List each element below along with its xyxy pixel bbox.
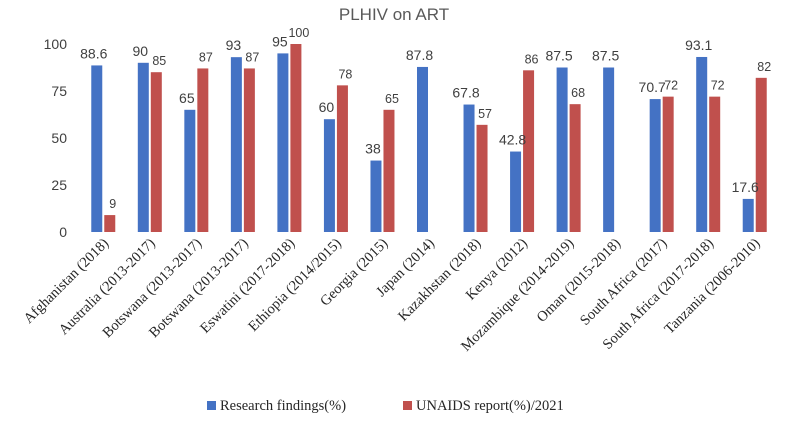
bar-unaids-report (336, 85, 348, 232)
legend-label-unaids: UNAIDS report(%)/2021 (416, 398, 564, 414)
x-tick-label: South Africa (2017) (577, 235, 670, 328)
data-label-research: 17.6 (732, 179, 759, 195)
data-label-unaids: 9 (109, 197, 116, 211)
data-label-unaids: 86 (525, 52, 539, 66)
bar-research-findings (696, 56, 708, 232)
bar-unaids-report (569, 104, 581, 232)
data-label-unaids: 57 (478, 107, 492, 121)
bar-research-findings (556, 67, 568, 232)
bar-research-findings (742, 198, 754, 232)
data-labels: 88.69908565879387951006078386587.867.857… (80, 26, 771, 211)
legend: Research findings(%) UNAIDS report(%)/202… (207, 398, 564, 414)
bar-unaids-report (662, 96, 674, 232)
data-label-research: 65 (179, 90, 195, 106)
y-tick-label: 100 (44, 36, 68, 52)
bar-research-findings (137, 62, 149, 232)
bar-research-findings (603, 67, 615, 232)
data-label-research: 88.6 (80, 45, 107, 61)
bar-unaids-report (383, 109, 395, 232)
bar-unaids-report (197, 68, 209, 232)
data-label-unaids: 68 (571, 86, 585, 100)
bar-research-findings (649, 99, 661, 232)
bar-research-findings (370, 160, 382, 232)
data-label-research: 90 (133, 43, 149, 59)
bar-unaids-report (709, 96, 721, 232)
bar-unaids-report (476, 124, 488, 232)
data-label-research: 38 (365, 141, 381, 157)
bar-research-findings (323, 119, 335, 232)
chart-title: PLHIV on ART (339, 5, 449, 24)
data-label-research: 67.8 (452, 85, 479, 101)
data-label-unaids: 72 (711, 79, 725, 93)
y-axis: 0 25 50 75 100 (44, 36, 68, 240)
data-label-unaids: 87 (199, 50, 213, 64)
bar-research-findings (417, 66, 428, 232)
bar-unaids-report (290, 44, 302, 232)
data-label-unaids: 85 (152, 54, 166, 68)
data-label-research: 93 (226, 37, 242, 53)
x-axis: Afghanistan (2018)Australia (2013-2017)B… (21, 235, 764, 354)
legend-swatch-unaids (403, 401, 412, 410)
data-label-unaids: 78 (338, 67, 352, 81)
y-tick-label: 25 (51, 177, 67, 193)
bar-research-findings (230, 57, 242, 232)
bars (91, 44, 767, 233)
x-tick-label: Oman (2015-2018) (534, 235, 624, 325)
bar-research-findings (91, 65, 103, 233)
data-label-research: 87.5 (592, 48, 619, 64)
data-label-research: 87.8 (406, 47, 433, 63)
data-label-research: 42.8 (499, 132, 526, 148)
legend-label-research: Research findings(%) (220, 398, 346, 414)
data-label-research: 60 (319, 99, 335, 115)
bar-unaids-report (755, 77, 767, 232)
data-label-unaids: 87 (245, 50, 259, 64)
y-tick-label: 0 (59, 224, 67, 240)
y-tick-label: 75 (51, 83, 67, 99)
data-label-research: 95 (272, 33, 288, 49)
bar-research-findings (277, 53, 289, 233)
y-tick-label: 50 (51, 130, 67, 146)
data-label-unaids: 100 (288, 26, 309, 40)
bar-research-findings (510, 151, 522, 232)
x-tick-label: Afghanistan (2018) (21, 235, 112, 326)
bar-unaids-report (523, 70, 535, 232)
bar-unaids-report (243, 68, 255, 232)
data-label-research: 70.7 (639, 79, 666, 95)
bar-unaids-report (150, 72, 162, 232)
legend-swatch-research (207, 401, 216, 410)
bar-research-findings (184, 109, 196, 232)
bar-research-findings (463, 104, 475, 232)
bar-unaids-report (104, 215, 116, 232)
data-label-unaids: 65 (385, 92, 399, 106)
data-label-research: 87.5 (545, 48, 572, 64)
data-label-unaids: 82 (757, 60, 771, 74)
x-tick-label: Kazakhstan (2018) (395, 235, 484, 324)
data-label-research: 93.1 (685, 37, 712, 53)
data-label-unaids: 72 (664, 79, 678, 93)
